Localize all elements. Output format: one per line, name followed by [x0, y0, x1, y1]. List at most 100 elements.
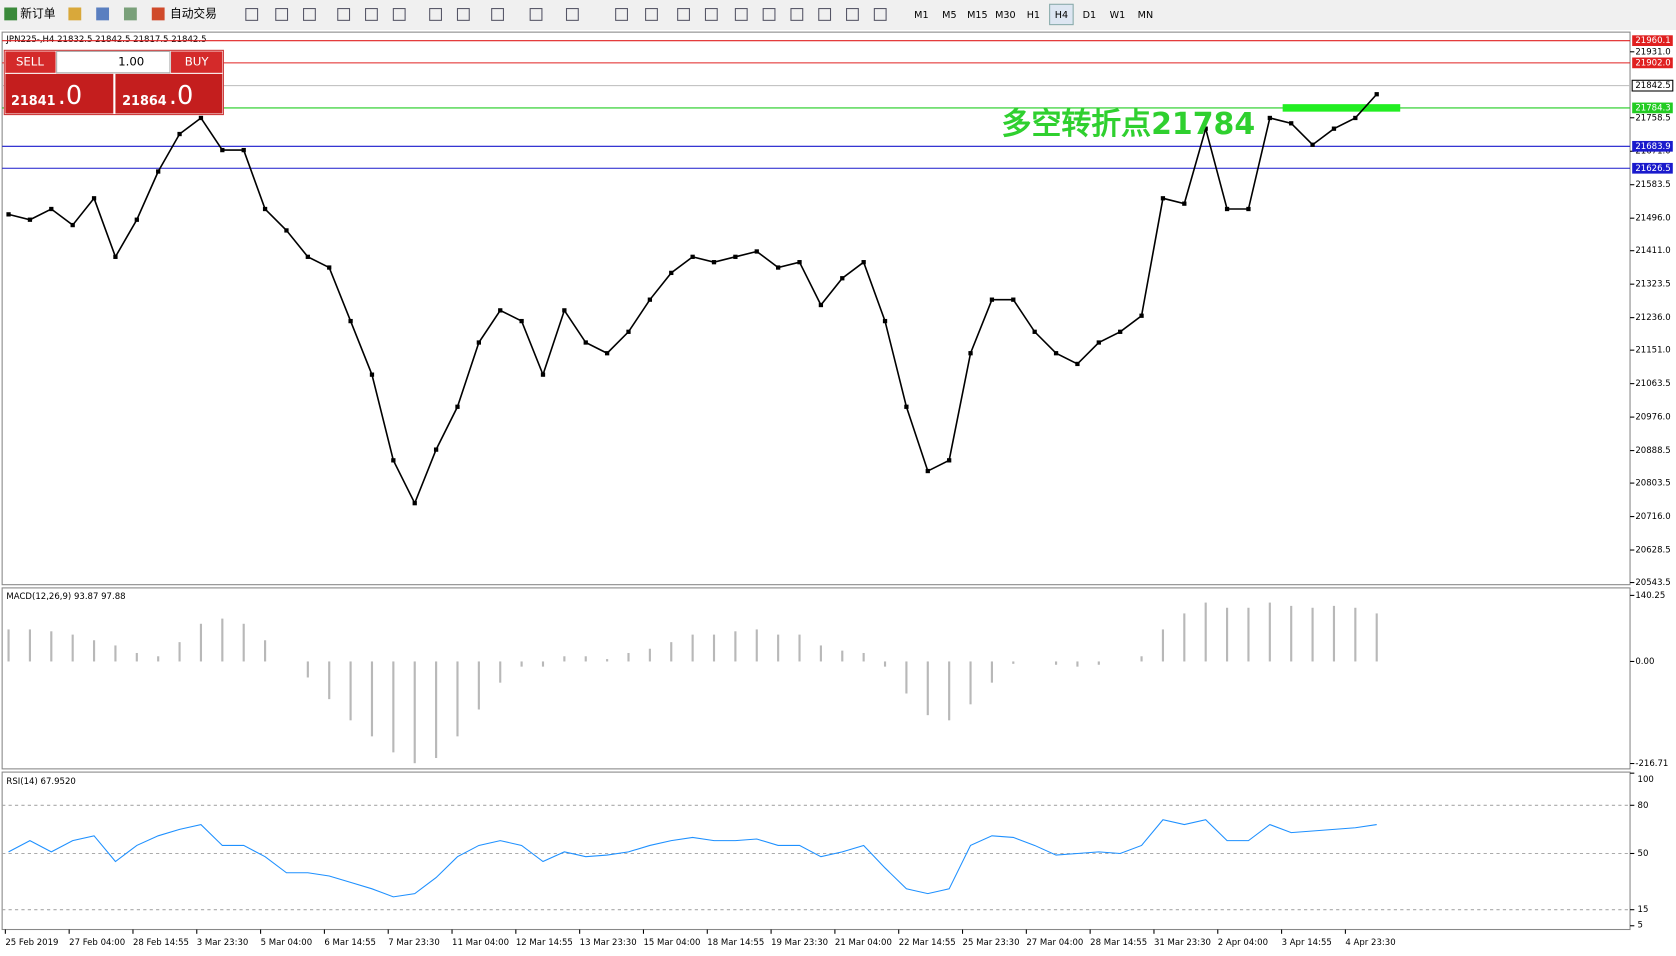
x-tick-label: 25 Feb 2019 [5, 938, 58, 948]
y-tick-label: 5 [1638, 921, 1643, 931]
price-point [540, 372, 546, 377]
toolbar [0, 0, 1676, 30]
y-tick-label: 21758.5 [1635, 113, 1670, 123]
tool-icon[interactable] [790, 8, 804, 21]
new-order[interactable]: 新订单 [20, 6, 55, 20]
macd-bar [1076, 661, 1079, 667]
tool-icon[interactable] [429, 8, 442, 21]
macd-bar [969, 661, 972, 705]
x-tick-label: 27 Mar 04:00 [1026, 938, 1083, 948]
icon[interactable] [96, 7, 110, 21]
tool-icon[interactable] [456, 8, 470, 21]
tool-icon[interactable] [734, 8, 748, 21]
level-box [1632, 57, 1673, 69]
icon[interactable] [68, 7, 82, 21]
tool-icon[interactable] [392, 8, 406, 21]
y-tick-label: 0.00 [1635, 657, 1654, 667]
tool-icon[interactable] [245, 8, 259, 21]
icon[interactable] [151, 7, 165, 21]
y-tick-label: 21496.0 [1635, 214, 1670, 224]
tool-icon[interactable] [275, 8, 289, 21]
macd-bar [1268, 602, 1271, 662]
ask-box[interactable] [115, 73, 223, 114]
icon[interactable] [4, 7, 18, 21]
timeframe[interactable]: M5 [942, 10, 956, 21]
tool-icon[interactable] [818, 8, 832, 21]
sell-button[interactable] [5, 51, 56, 73]
tool-icon[interactable] [303, 8, 316, 21]
y-tick-label: 21411.0 [1635, 246, 1670, 256]
timeframe[interactable]: H1 [1027, 10, 1040, 21]
volume-input[interactable] [56, 50, 171, 74]
price-point [113, 254, 118, 259]
x-tick-label: 31 Mar 23:30 [1154, 938, 1211, 948]
x-tick-label: 27 Feb 04:00 [69, 938, 125, 948]
macd-bar [7, 629, 10, 662]
price-point [70, 222, 75, 228]
macd-bar [178, 642, 181, 662]
trade-panel: SELL 1.00 BUY 21841 .0 21864 .0 [3, 49, 224, 116]
tool-icon[interactable] [491, 8, 504, 21]
y-tick-label: 21931.0 [1635, 47, 1670, 57]
y-tick-label: 20888.5 [1635, 446, 1670, 456]
x-tick-label: 7 Mar 23:30 [388, 938, 440, 948]
sell-label[interactable]: SELL [16, 55, 44, 69]
x-tick-label: 3 Apr 14:55 [1282, 938, 1332, 948]
macd-bar [541, 661, 545, 667]
current-price-box [1631, 79, 1674, 92]
tool-icon[interactable] [677, 8, 690, 21]
y-tick-label: 21151.0 [1635, 346, 1670, 356]
price-point [220, 147, 225, 153]
price-point [562, 308, 567, 313]
timeframe[interactable]: M30 [995, 10, 1016, 21]
price-point [968, 351, 973, 356]
tool-icon[interactable] [762, 8, 776, 21]
x-tick-label: 6 Mar 14:55 [324, 938, 376, 948]
x-tick-label: 5 Mar 04:00 [261, 938, 313, 948]
macd-bar [905, 661, 908, 694]
timeframe[interactable]: D1 [1083, 10, 1097, 21]
level-label: 21683.9 [1635, 142, 1670, 152]
tool-icon[interactable] [846, 8, 859, 21]
icon[interactable] [123, 7, 137, 21]
macd-bar [990, 661, 993, 683]
buy-label[interactable]: BUY [185, 55, 210, 69]
y-tick-label: 20803.5 [1635, 479, 1670, 489]
macd-bar [435, 661, 438, 759]
macd-bar [948, 661, 951, 721]
price-point [1096, 340, 1101, 345]
macd-bar [349, 661, 352, 721]
macd-bar [370, 661, 374, 737]
timeframe[interactable]: H4 [1055, 10, 1068, 21]
timeframe[interactable]: W1 [1110, 10, 1126, 21]
tool-icon[interactable] [337, 8, 351, 21]
price-point [1160, 196, 1166, 201]
buy-button[interactable] [171, 51, 223, 73]
macd-bar [1012, 661, 1015, 664]
macd-bar [221, 618, 224, 662]
tool-icon[interactable] [529, 8, 543, 21]
price-point [433, 447, 439, 452]
price-point [284, 228, 289, 233]
timeframe[interactable]: MN [1138, 10, 1153, 21]
tool-icon[interactable] [704, 8, 718, 21]
macd-bar [627, 652, 630, 662]
bid: 21841 [11, 94, 56, 109]
price-point [925, 468, 930, 474]
volume[interactable]: 1.00 [118, 55, 144, 69]
tool-icon[interactable] [645, 8, 658, 21]
price-point [733, 254, 738, 259]
tool-icon[interactable] [615, 8, 628, 21]
auto-trading[interactable]: 自动交易 [170, 6, 217, 20]
active-timeframe [1049, 3, 1074, 26]
x-tick-label: 15 Mar 04:00 [643, 938, 700, 948]
timeframe[interactable]: M15 [967, 10, 988, 21]
tool-icon[interactable] [873, 8, 887, 21]
price-point [476, 340, 481, 345]
macd-bar [1354, 607, 1357, 662]
tool-icon[interactable] [365, 8, 378, 21]
timeframe[interactable]: M1 [914, 10, 928, 21]
bid-box[interactable] [5, 73, 114, 114]
tool-icon[interactable] [565, 8, 579, 21]
